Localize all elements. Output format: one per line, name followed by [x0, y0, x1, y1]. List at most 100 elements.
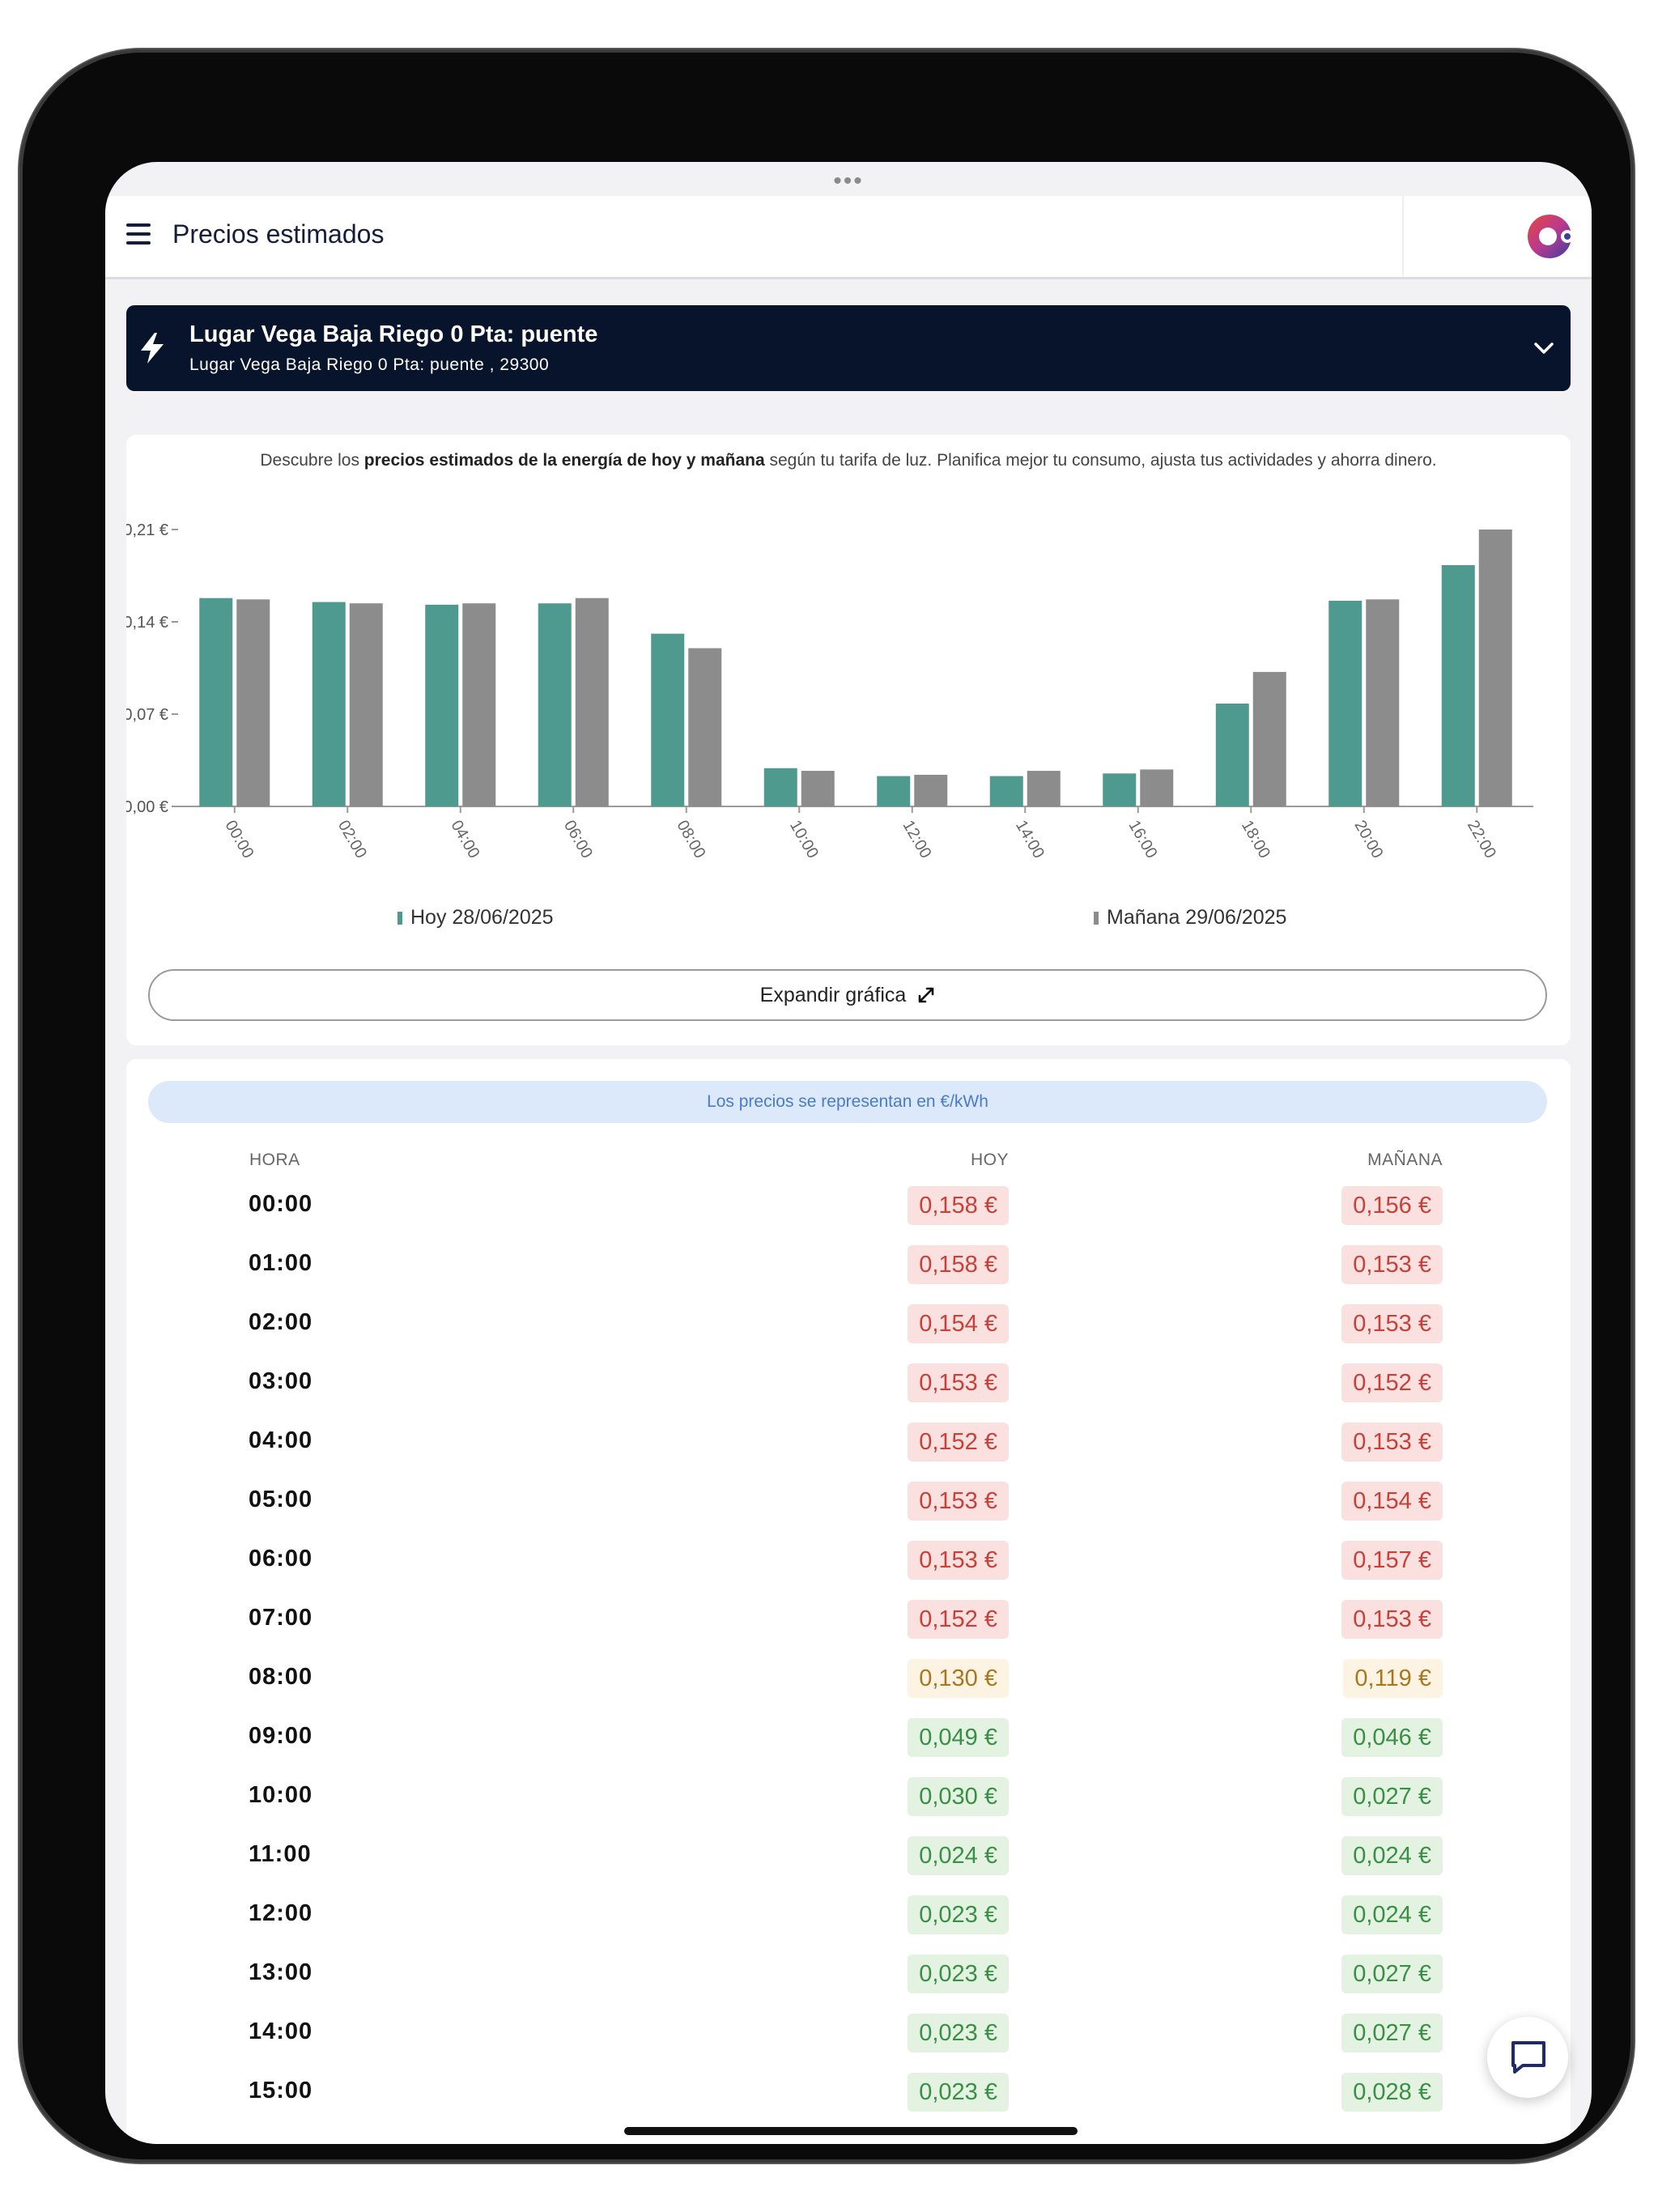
bar-tomorrow — [801, 771, 835, 806]
row-hour: 04:00 — [249, 1427, 313, 1453]
table-row: 09:00 0,049 € 0,046 € — [126, 1708, 1571, 1767]
y-tick-label: 0,00 € — [126, 798, 168, 816]
row-hour: 11:00 — [249, 1841, 312, 1867]
price-today: 0,049 € — [908, 1718, 1009, 1757]
bar-tomorrow — [1252, 671, 1286, 806]
price-today: 0,030 € — [908, 1777, 1009, 1816]
price-tomorrow: 0,046 € — [1341, 1718, 1443, 1757]
price-today: 0,153 € — [908, 1541, 1009, 1580]
app-bar-divider — [1402, 196, 1404, 277]
price-tomorrow: 0,027 € — [1341, 2014, 1443, 2052]
table-row: 05:00 0,153 € 0,154 € — [126, 1472, 1571, 1531]
price-today: 0,023 € — [908, 1955, 1009, 1993]
price-tomorrow: 0,024 € — [1341, 1895, 1443, 1934]
bar-tomorrow — [575, 598, 609, 806]
price-tomorrow: 0,153 € — [1341, 1423, 1443, 1461]
bar-today — [651, 633, 685, 806]
row-hour: 15:00 — [249, 2078, 313, 2104]
bar-tomorrow — [1027, 771, 1061, 806]
x-tick-label: 14:00 — [1012, 818, 1048, 861]
x-tick-label: 06:00 — [560, 818, 596, 861]
y-tick-label: 0,21 € — [126, 521, 168, 539]
row-hour: 07:00 — [249, 1605, 313, 1631]
bar-tomorrow — [462, 603, 496, 806]
table-row: 03:00 0,153 € 0,152 € — [126, 1354, 1571, 1413]
supply-point-selector[interactable]: Lugar Vega Baja Riego 0 Pta: puente Luga… — [126, 305, 1571, 391]
price-table-card: Los precios se representan en €/kWh HORA… — [126, 1059, 1571, 2144]
price-today: 0,130 € — [908, 1659, 1009, 1698]
legend-today: Hoy 28/06/2025 — [397, 906, 554, 929]
bar-today — [989, 776, 1023, 806]
y-tick-label: 0,07 € — [126, 706, 168, 724]
bar-today — [199, 598, 233, 806]
bar-today — [1103, 773, 1137, 806]
price-today: 0,153 € — [908, 1482, 1009, 1521]
chat-bubble-icon — [1511, 2041, 1545, 2074]
table-row: 15:00 0,023 € 0,028 € — [126, 2063, 1571, 2122]
x-tick-label: 12:00 — [899, 818, 934, 861]
bar-tomorrow — [1140, 769, 1174, 806]
page-title: Precios estimados — [172, 219, 385, 249]
app-screen: ••• Precios estimados — [105, 162, 1592, 2144]
legend-tomorrow: Mañana 29/06/2025 — [1094, 906, 1286, 929]
price-tomorrow: 0,119 € — [1343, 1659, 1443, 1698]
bar-tomorrow — [236, 599, 270, 806]
row-hour: 10:00 — [249, 1782, 313, 1808]
price-tomorrow: 0,153 € — [1341, 1600, 1443, 1639]
column-header-today: HOY — [970, 1151, 1009, 1169]
tablet-frame: ••• Precios estimados — [19, 49, 1634, 2163]
price-today: 0,023 € — [908, 1895, 1009, 1934]
table-row: 02:00 0,154 € 0,153 € — [126, 1295, 1571, 1354]
table-row: 11:00 0,024 € 0,024 € — [126, 1827, 1571, 1886]
row-hour: 09:00 — [249, 1723, 313, 1749]
units-note: Los precios se representan en €/kWh — [148, 1081, 1547, 1123]
row-hour: 00:00 — [249, 1191, 313, 1217]
row-hour: 14:00 — [249, 2018, 313, 2044]
y-tick-label: 0,14 € — [126, 614, 168, 632]
table-row: 07:00 0,152 € 0,153 € — [126, 1590, 1571, 1649]
x-tick-label: 08:00 — [673, 818, 708, 861]
bar-today — [763, 768, 797, 806]
bar-tomorrow — [1366, 599, 1400, 806]
bar-today — [1215, 703, 1249, 806]
row-hour: 01:00 — [249, 1250, 313, 1276]
multitasking-grabber[interactable]: ••• — [833, 168, 864, 194]
chart-intro-text: Descubre los precios estimados de la ene… — [260, 451, 1437, 470]
expand-chart-label: Expandir gráfica — [759, 983, 907, 1006]
x-tick-label: 04:00 — [447, 818, 483, 861]
table-row: 08:00 0,130 € 0,119 € — [126, 1649, 1571, 1708]
expand-chart-button[interactable]: Expandir gráfica — [148, 969, 1547, 1021]
bar-tomorrow — [688, 648, 722, 806]
chevron-down-icon[interactable] — [1532, 336, 1556, 360]
expand-arrows-icon — [919, 987, 934, 1003]
price-tomorrow: 0,154 € — [1341, 1482, 1443, 1521]
home-indicator[interactable] — [624, 2127, 1078, 2135]
price-today: 0,158 € — [908, 1186, 1009, 1225]
supply-point-title: Lugar Vega Baja Riego 0 Pta: puente — [189, 321, 598, 347]
brand-logo[interactable] — [1527, 212, 1575, 261]
bar-today — [312, 602, 346, 806]
chat-button[interactable] — [1487, 2017, 1568, 2098]
price-today: 0,152 € — [908, 1423, 1009, 1461]
table-row: 14:00 0,023 € 0,027 € — [126, 2004, 1571, 2063]
price-today: 0,153 € — [908, 1363, 1009, 1402]
x-tick-label: 10:00 — [786, 818, 822, 861]
table-row: 06:00 0,153 € 0,157 € — [126, 1531, 1571, 1590]
price-tomorrow: 0,153 € — [1341, 1245, 1443, 1284]
row-hour: 02:00 — [249, 1309, 313, 1335]
table-row: 12:00 0,023 € 0,024 € — [126, 1886, 1571, 1945]
table-row: 10:00 0,030 € 0,027 € — [126, 1767, 1571, 1827]
price-tomorrow: 0,027 € — [1341, 1955, 1443, 1993]
price-today: 0,158 € — [908, 1245, 1009, 1284]
hamburger-icon[interactable] — [126, 223, 151, 245]
bar-tomorrow — [349, 603, 383, 806]
app-bar: Precios estimados — [105, 196, 1592, 279]
x-tick-label: 22:00 — [1464, 818, 1499, 861]
price-bar-chart: 0,00 € 0,07 € 0,14 € 0,21 € 00:00 02:00 04:00 0… — [126, 521, 1533, 861]
bar-today — [538, 603, 572, 806]
x-tick-label: 18:00 — [1238, 818, 1273, 861]
x-tick-label: 02:00 — [334, 818, 370, 861]
price-tomorrow: 0,157 € — [1341, 1541, 1443, 1580]
price-chart-card: Descubre los precios estimados de la ene… — [126, 435, 1571, 1045]
column-header-tomorrow: MAÑANA — [1367, 1151, 1443, 1169]
